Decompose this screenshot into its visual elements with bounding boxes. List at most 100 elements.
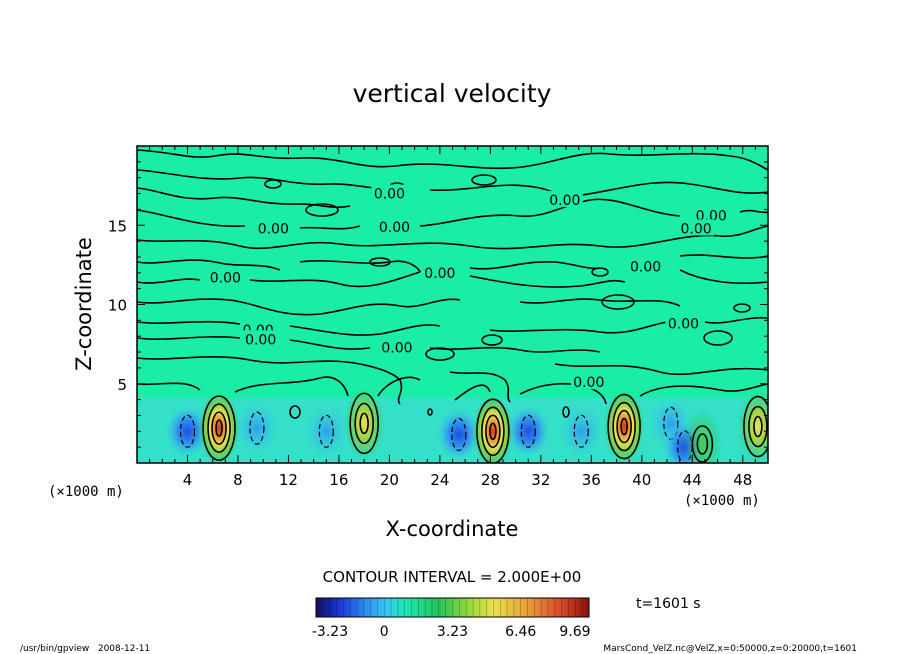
contour-label-bg [255,219,292,236]
downdraft-cell [165,405,210,458]
contour-label-bg [371,184,408,201]
contour-line [739,209,768,214]
x-tick-label: 24 [430,471,449,489]
contour-line [679,254,768,259]
contour-label: 0.00 [381,340,412,356]
colorbar [315,597,590,618]
contour-line [137,187,351,209]
updraft-cell [344,387,385,460]
updraft-contour [753,415,763,438]
x-axis-ticks: 4 8 12 16 20 24 28 32 36 40 44 48 [149,146,756,489]
y-axis-label: Z-coordinate [72,237,96,371]
contour-closed-loop [305,203,339,217]
contour-label-layer: 0.00 0.00 0.00 0.00 0.00 0.00 0.00 0.00 0.00 0.00… [207,184,730,391]
contour-label-bg [546,190,583,207]
contour-closed-loop [471,174,497,186]
contour-label-bg [665,314,702,331]
x-unit-left: (×1000 m) [48,484,124,500]
updraft-contour [620,417,628,436]
updraft-contour [476,398,510,463]
contour-label: 0.00 [424,266,455,282]
contour-closed-loop [601,294,635,310]
contour-line [137,209,246,227]
contour-label-bg [627,257,664,274]
contour-lines [137,149,768,405]
x-tick-label: 40 [632,471,651,489]
x-tick-label: 36 [582,471,601,489]
contour-line [377,376,421,397]
updraft-fill [737,390,768,463]
contour-line [679,269,768,285]
colorbar-tick-label: 9.69 [559,624,590,640]
downdraft-cell [436,408,481,461]
contour-line [249,271,421,288]
contour-label-bg [378,338,415,355]
downdraft-fill [304,405,349,458]
downdraft-contour [318,414,334,448]
updraft-fill [604,390,645,463]
colorbar-tick-label: 6.46 [505,624,536,640]
contour-label: 0.00 [573,375,604,391]
contour-line [489,321,669,334]
contour-closed-loop [425,347,455,361]
contour-line [137,336,241,340]
downdraft-cell [304,405,349,458]
colorbar-tick-label: 0 [380,624,389,640]
draft-layer [165,387,768,463]
footer-right: MarsCond_VelZ.nc@VelZ,x=0:50000,z=0:2000… [603,644,857,654]
x-tick-label: 20 [380,471,399,489]
x-tick-label: 4 [183,471,193,489]
colorbar-tick-label: -3.23 [312,624,348,640]
updraft-fill [682,407,723,463]
contour-closed-loop [733,303,751,313]
x-tick-label: 32 [531,471,550,489]
contour-label: 0.00 [630,259,661,275]
updraft-contour [207,403,231,453]
updraft-cell [737,390,768,463]
x-tick-label: 16 [329,471,348,489]
y-axis-ticks: 5 10 15 [108,161,768,448]
updraft-contour [489,422,497,441]
updraft-contour [215,419,223,437]
updraft-contour [612,401,636,452]
contour-closed-loop [562,406,570,418]
contour-line [419,198,681,227]
contour-label-bg [421,263,458,280]
contour-line [137,278,201,284]
colorbar-ticks: -3.23 0 3.23 6.46 9.69 [312,624,591,640]
updraft-cell [472,395,513,463]
colorbar-stripes [322,599,583,616]
contour-line [234,376,349,397]
contour-line [554,363,768,376]
contour-line [449,371,511,403]
contour-line [137,169,391,190]
contour-line [429,346,601,353]
updraft-fill [199,392,240,463]
updraft-contour [485,414,501,449]
contour-label: 0.00 [258,221,289,237]
downdraft-contour [249,411,265,445]
downdraft-fill [234,402,279,455]
x-tick-label: 28 [481,471,500,489]
contour-line [137,382,201,391]
contour-closed-loop [369,257,391,267]
contour-interval-label: CONTOUR INTERVAL = 2.000E+00 [323,568,582,586]
x-tick-label: 44 [683,471,702,489]
downdraft-cell [559,405,604,458]
x-tick-label: 8 [233,471,243,489]
contour-label: 0.00 [379,220,410,236]
updraft-contour [354,402,374,445]
downdraft-contour [573,414,589,448]
updraft-contour [607,393,641,460]
updraft-contour [696,433,709,455]
downdraft-contour [451,417,467,452]
contour-line [137,298,461,316]
updraft-cell [199,392,240,463]
contour-label-bg [693,206,730,223]
updraft-cell [682,407,723,463]
updraft-contour [748,405,768,448]
time-label: t=1601 s [636,596,701,612]
contour-label: 0.00 [680,221,711,237]
downdraft-fill [559,405,604,458]
